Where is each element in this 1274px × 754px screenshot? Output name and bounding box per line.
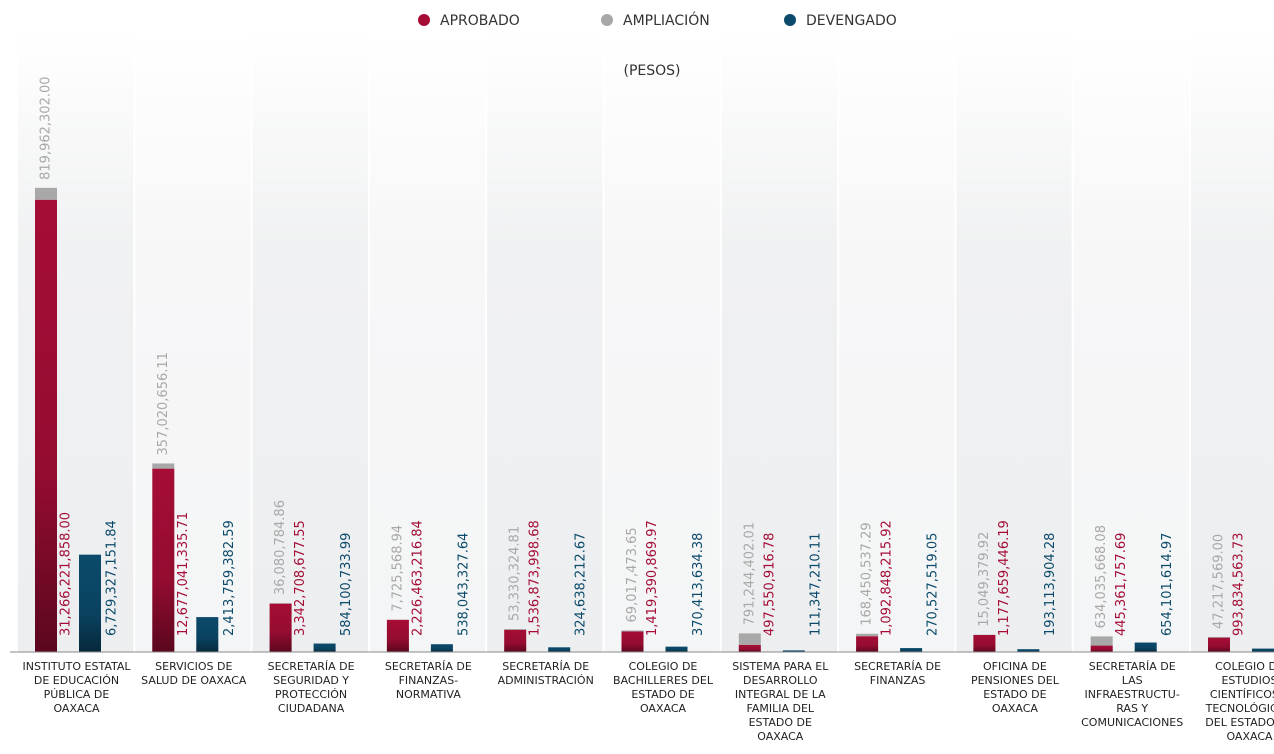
value-label: 324,638,212.67 (574, 533, 589, 636)
chart-subtitle: (PESOS) (623, 63, 680, 79)
column-stripe (956, 30, 1072, 652)
x-tick-label: SECRETARÍA DE ADMINISTRACIÓN (497, 660, 594, 687)
column-stripe (839, 30, 955, 652)
legend-marker (601, 14, 613, 26)
x-tick-label: COLEGIO DE BACHILLERES DEL ESTADO DE OAX… (613, 660, 713, 715)
value-label: 634,035,668.08 (1094, 525, 1109, 628)
x-tick-label: SISTEMA PARA EL DESARROLLO INTEGRAL DE L… (732, 660, 829, 743)
column-stripe (721, 30, 838, 652)
bar-shade (35, 199, 57, 652)
column-stripe (487, 30, 603, 652)
bar-shade (386, 619, 409, 652)
column-stripe (252, 30, 368, 652)
value-label: 7,725,568.94 (390, 525, 405, 612)
x-tick-label: SERVICIOS DE SALUD DE OAXACA (141, 660, 247, 687)
bar (269, 603, 292, 604)
value-label: 12,677,041,335.71 (176, 512, 191, 636)
bar-shade (196, 617, 219, 652)
value-label: 15,049,379.92 (977, 532, 992, 627)
value-label: 791,244,402.01 (742, 522, 757, 625)
bar-shade (1017, 649, 1040, 652)
value-label: 193,113,904.28 (1043, 533, 1058, 636)
bar-shade (1208, 637, 1230, 652)
bar (856, 633, 879, 637)
bar-shade (313, 643, 336, 652)
x-tick-label: COLEGIO DE ESTUDIOS CIENTÍFICOS Y TECNOL… (1205, 660, 1274, 743)
value-label: 2,226,463,216.84 (410, 520, 425, 636)
legend-label: AMPLIACIÓN (623, 11, 710, 29)
legend-marker (418, 14, 430, 26)
legend-marker (784, 14, 796, 26)
column-stripe (604, 30, 720, 652)
bar-shade (152, 468, 175, 652)
bar-shade (548, 647, 571, 652)
value-label: 993,834,563.73 (1232, 533, 1247, 636)
x-tick-label: SECRETARÍA DE LAS INFRAESTRUCTU- RAS Y C… (1081, 660, 1184, 729)
value-label: 3,342,708,677.55 (293, 520, 308, 636)
value-label: 270,527,519.05 (926, 533, 941, 636)
x-tick-label: OFICINA DE PENSIONES DEL ESTADO DE OAXAC… (970, 660, 1059, 715)
x-tick-label: INSTITUTO ESTATAL DE EDUCACIÓN PÚBLICA D… (22, 660, 131, 715)
value-label: 6,729,327,151.84 (105, 520, 120, 636)
value-label: 168,450,537.29 (860, 522, 875, 625)
column-stripe (369, 30, 486, 652)
bar-shade (621, 631, 644, 652)
value-label: 538,043,327.64 (456, 533, 471, 636)
x-tick-label: SECRETARÍA DE SEGURIDAD Y PROTECCIÓN CIU… (267, 660, 355, 715)
bar (152, 463, 175, 469)
column-stripe (1191, 30, 1274, 652)
bar (738, 633, 761, 645)
value-label: 47,217,569.00 (1212, 534, 1227, 629)
bar-shade (973, 634, 996, 652)
bar (35, 187, 57, 200)
value-label: 31,266,221,858.00 (59, 512, 74, 636)
value-label: 1,419,390,869.97 (645, 520, 660, 636)
bar-shade (900, 648, 923, 652)
background (18, 30, 1274, 652)
legend-label: APROBADO (440, 13, 520, 29)
value-label: 357,020,656.11 (156, 352, 171, 455)
value-label: 36,080,784.86 (273, 500, 288, 595)
value-label: 445,361,757.69 (1114, 533, 1129, 636)
bar-shade (665, 646, 688, 652)
value-label: 111,347,210.11 (808, 533, 823, 636)
legend-label: DEVENGADO (806, 13, 897, 29)
value-label: 654,101,614.97 (1160, 533, 1175, 636)
bar-shade (782, 650, 805, 652)
column-stripe (1073, 30, 1189, 652)
bar-shade (504, 629, 527, 652)
value-label: 1,177,659,446.19 (997, 520, 1012, 636)
bar (621, 630, 644, 632)
bar (1090, 636, 1113, 646)
bar-shade (430, 644, 453, 652)
bar (504, 628, 527, 630)
value-label: 1,092,848,215.92 (880, 520, 895, 636)
value-label: 2,413,759,382.59 (222, 520, 237, 636)
value-label: 69,017,473.65 (625, 527, 640, 622)
value-label: 819,962,302.00 (39, 76, 54, 179)
value-label: 1,536,873,998.68 (528, 520, 543, 636)
bar-shade (1134, 642, 1157, 652)
bar-shade (1090, 645, 1113, 652)
bar-shade (856, 636, 879, 652)
value-label: 497,550,916.78 (762, 533, 777, 636)
bar-shade (269, 603, 292, 652)
x-tick-label: SECRETARÍA DE FINANZAS (854, 660, 942, 687)
bar-shade (738, 644, 761, 652)
value-label: 370,413,634.38 (691, 533, 706, 636)
bar (1208, 636, 1230, 638)
value-label: 53,330,324.81 (508, 526, 523, 621)
bar-shade (1252, 648, 1274, 652)
marks: 31,266,221,858.00 819,962,302.00 6,729,327… (35, 76, 1274, 652)
bar-shade (79, 554, 101, 652)
value-label: 584,100,733.99 (339, 533, 354, 636)
x-tick-label: SECRETARÍA DE FINANZAS- NORMATIVA (384, 660, 472, 701)
